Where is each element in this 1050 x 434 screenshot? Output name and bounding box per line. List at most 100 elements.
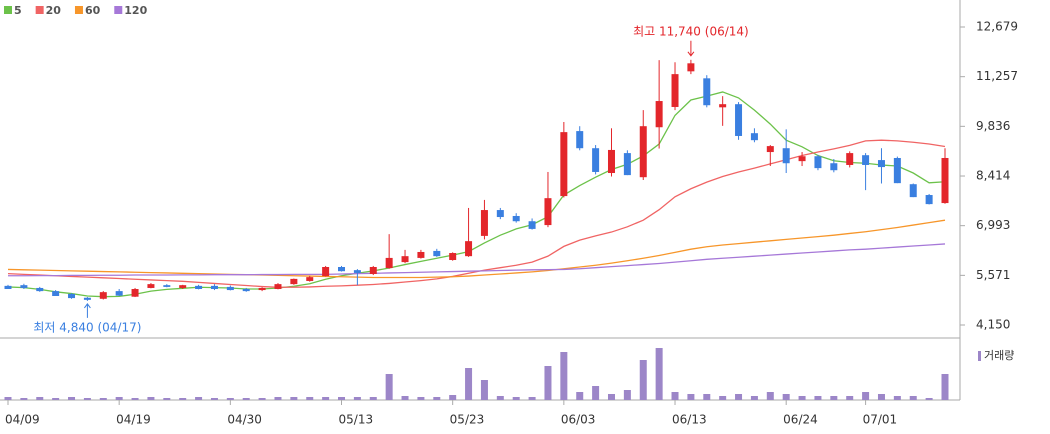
low-annotation: 최저 4,840 (04/17) [33,320,141,334]
volume-bar [401,396,409,400]
legend-label: 20 [46,4,62,17]
volume-bar [20,398,28,400]
candle-body [941,157,949,204]
volume-bar [814,396,822,400]
volume-bar [528,397,536,400]
volume-bar [306,397,314,400]
volume-bar [893,396,901,400]
volume-bar [687,394,695,400]
candle-body [798,156,806,162]
candle-body [385,257,393,269]
volume-bar [433,397,441,400]
candle-body [433,250,441,257]
candle-body [163,285,171,287]
candle-body [465,241,473,257]
candle-body [36,287,44,292]
candle-body [68,293,76,299]
legend-label: 5 [14,4,22,17]
volume-bar [862,392,870,400]
y-tick-label: 11,257 [976,69,1018,83]
candle-body [242,289,250,292]
x-tick-label: 04/19 [116,413,151,427]
candle-body [703,78,711,106]
volume-bar [274,397,282,400]
candle-body [417,251,425,258]
candle-body [687,63,695,72]
x-tick-label: 04/09 [5,413,40,427]
volume-bar [719,396,727,400]
legend-swatch [35,6,44,14]
candle-body [52,291,60,297]
legend-swatch [114,6,123,14]
candle-body [814,156,822,169]
volume-bar [560,352,568,400]
x-tick-label: 06/24 [783,413,818,427]
volume-bar [163,398,171,400]
legend-swatch [4,6,12,14]
candle-body [671,74,679,107]
candle-body [512,215,520,222]
candle-body [353,270,361,273]
volume-bar [623,390,631,400]
volume-bar [735,394,743,400]
candle-body [639,126,647,178]
candle-body [338,267,346,272]
candle-body [496,210,504,218]
ma-line [7,139,946,288]
low-arrow [84,303,91,318]
y-tick-label: 4,150 [976,318,1010,332]
volume-bar [4,397,12,400]
volume-bar [830,396,838,400]
candle-body [83,297,91,300]
candle-body [306,277,314,281]
legend-swatch [74,6,83,14]
volume-bar [544,366,552,400]
volume-bar [52,398,60,400]
volume-bar [846,396,854,400]
candle-body [560,132,568,197]
candle-body [592,148,600,172]
candle-body [480,210,488,236]
volume-bar [639,360,647,400]
volume-bar [115,397,123,400]
volume-bar [766,392,774,400]
volume-bar [655,348,663,400]
y-tick-label: 6,993 [976,218,1010,232]
candle-body [449,253,457,261]
candle-body [909,184,917,198]
candle-body [576,131,584,149]
legend-label: 120 [124,4,147,17]
candle-body [115,291,123,296]
volume-bar [338,397,346,400]
candle-body [258,287,266,291]
candle-body [607,149,615,174]
candle-body [322,267,330,277]
candle-body [226,286,234,291]
candle-body [195,285,203,290]
candle-body [655,101,663,128]
candle-body [766,146,774,153]
high-arrow [687,40,695,57]
volume-bar [750,396,758,400]
candle-body [925,195,933,205]
volume-bar [496,396,504,400]
volume-bar [369,397,377,400]
high-annotation: 최고 11,740 (06/14) [633,24,749,38]
x-tick-label: 06/03 [561,413,596,427]
volume-bar [210,398,218,400]
volume-bar [798,396,806,400]
candle-body [782,148,790,164]
candle-body [131,289,139,297]
candle-body [401,256,409,263]
volume-bar [68,397,76,400]
volume-bar [703,394,711,400]
candle-body [4,285,12,290]
volume-bar [290,397,298,400]
volume-bar [925,398,933,400]
ma-line [8,243,946,277]
volume-bar [258,398,266,400]
x-tick-label: 04/30 [227,413,262,427]
candle-body [877,160,885,168]
volume-bar [449,395,457,400]
